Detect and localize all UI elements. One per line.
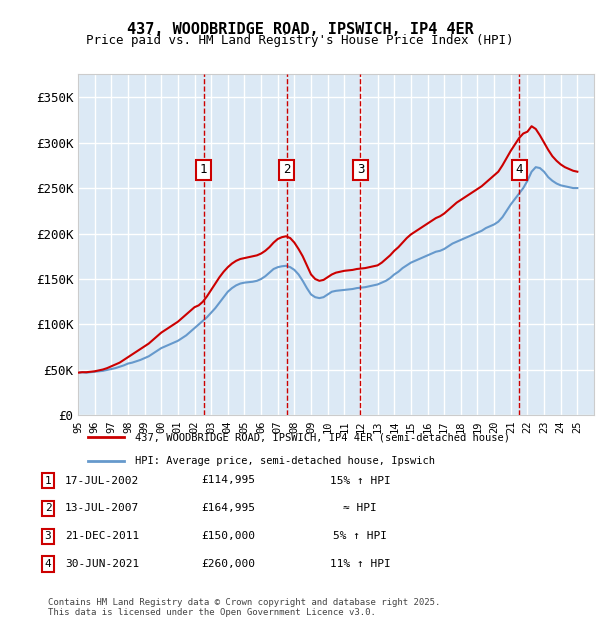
Text: 5% ↑ HPI: 5% ↑ HPI: [333, 531, 387, 541]
Text: Price paid vs. HM Land Registry's House Price Index (HPI): Price paid vs. HM Land Registry's House …: [86, 34, 514, 47]
Text: HPI: Average price, semi-detached house, Ipswich: HPI: Average price, semi-detached house,…: [135, 456, 435, 466]
Text: 30-JUN-2021: 30-JUN-2021: [65, 559, 139, 569]
Text: 3: 3: [357, 164, 364, 176]
Text: 437, WOODBRIDGE ROAD, IPSWICH, IP4 4ER (semi-detached house): 437, WOODBRIDGE ROAD, IPSWICH, IP4 4ER (…: [135, 432, 510, 443]
Text: £260,000: £260,000: [201, 559, 255, 569]
Text: 13-JUL-2007: 13-JUL-2007: [65, 503, 139, 513]
Text: 437, WOODBRIDGE ROAD, IPSWICH, IP4 4ER: 437, WOODBRIDGE ROAD, IPSWICH, IP4 4ER: [127, 22, 473, 37]
Text: Contains HM Land Registry data © Crown copyright and database right 2025.: Contains HM Land Registry data © Crown c…: [48, 598, 440, 607]
Text: 4: 4: [515, 164, 523, 176]
Text: £114,995: £114,995: [201, 476, 255, 485]
Text: 21-DEC-2011: 21-DEC-2011: [65, 531, 139, 541]
Text: 2: 2: [44, 503, 52, 513]
Text: 3: 3: [44, 531, 52, 541]
Text: £164,995: £164,995: [201, 503, 255, 513]
Text: 1: 1: [200, 164, 207, 176]
Text: 15% ↑ HPI: 15% ↑ HPI: [329, 476, 391, 485]
Text: ≈ HPI: ≈ HPI: [343, 503, 377, 513]
Text: £150,000: £150,000: [201, 531, 255, 541]
Text: This data is licensed under the Open Government Licence v3.0.: This data is licensed under the Open Gov…: [48, 608, 376, 617]
Text: 4: 4: [44, 559, 52, 569]
Text: 11% ↑ HPI: 11% ↑ HPI: [329, 559, 391, 569]
Text: 2: 2: [283, 164, 290, 176]
Text: 17-JUL-2002: 17-JUL-2002: [65, 476, 139, 485]
Text: 1: 1: [44, 476, 52, 485]
